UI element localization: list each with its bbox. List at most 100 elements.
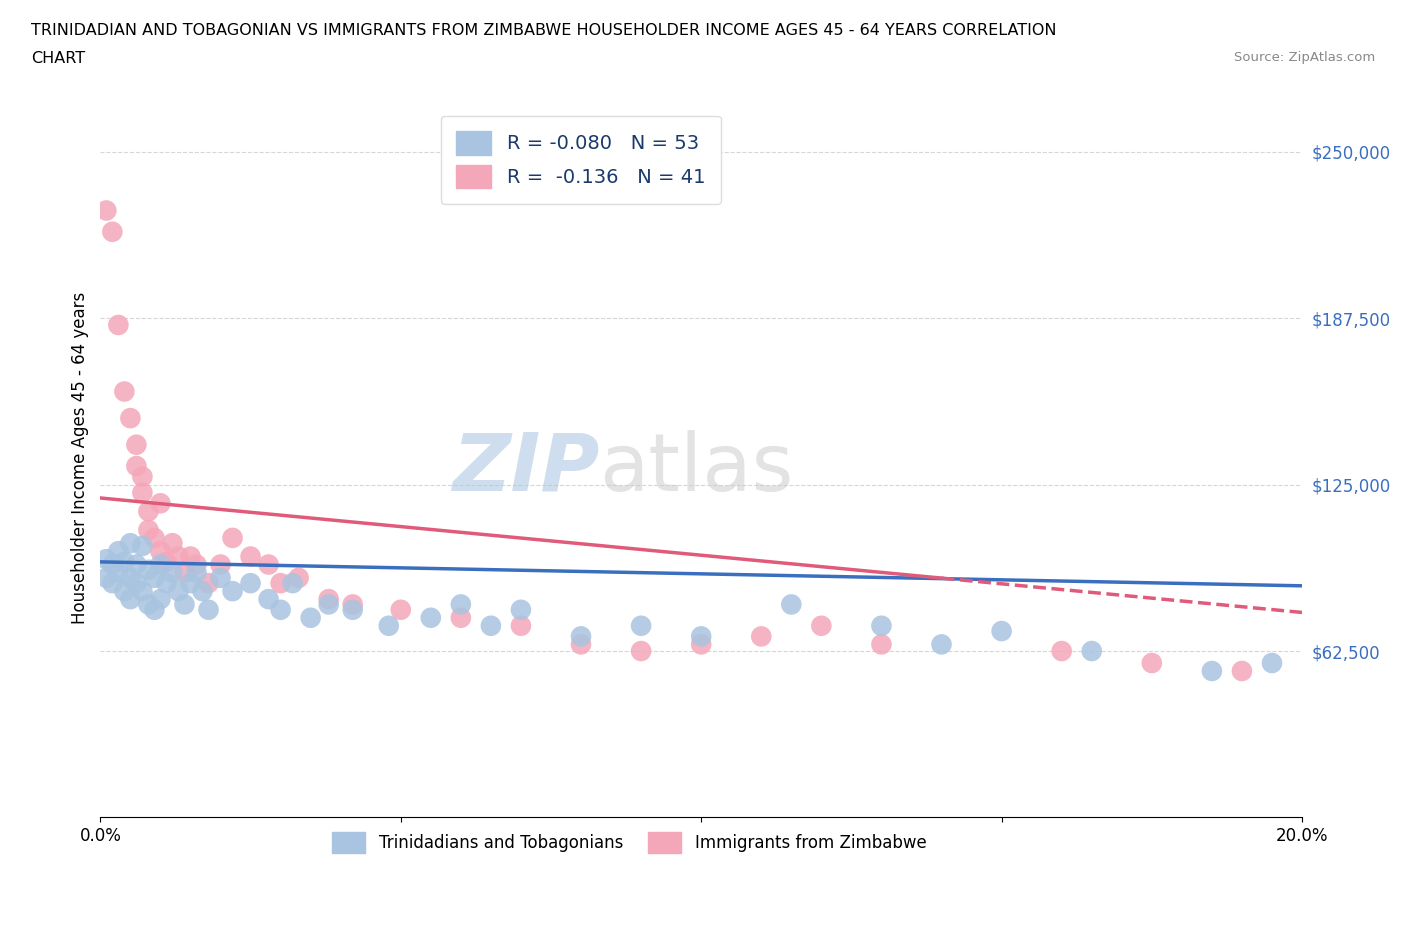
Point <box>342 597 364 612</box>
Point <box>149 557 172 572</box>
Point <box>870 618 893 633</box>
Point <box>143 530 166 545</box>
Point <box>690 629 713 644</box>
Point <box>221 584 243 599</box>
Point <box>96 570 118 585</box>
Point <box>107 544 129 559</box>
Point <box>107 317 129 332</box>
Point <box>107 565 129 580</box>
Point <box>120 536 142 551</box>
Point <box>281 576 304 591</box>
Point <box>630 618 652 633</box>
Point <box>138 504 160 519</box>
Point <box>112 554 135 569</box>
Point <box>209 557 232 572</box>
Point <box>870 637 893 652</box>
Point <box>318 597 340 612</box>
Point <box>131 584 153 599</box>
Point <box>125 557 148 572</box>
Point <box>197 576 219 591</box>
Point <box>120 411 142 426</box>
Point <box>510 603 533 618</box>
Point <box>342 603 364 618</box>
Point <box>186 565 208 580</box>
Point <box>780 597 803 612</box>
Point <box>990 624 1012 639</box>
Point <box>630 644 652 658</box>
Point <box>191 584 214 599</box>
Point <box>125 458 148 473</box>
Point <box>257 591 280 606</box>
Point <box>162 565 184 580</box>
Point <box>101 224 124 239</box>
Point <box>450 610 472 625</box>
Point <box>239 576 262 591</box>
Text: ZIP: ZIP <box>451 430 599 508</box>
Point <box>1261 656 1284 671</box>
Point <box>149 496 172 511</box>
Point <box>1230 664 1253 679</box>
Point <box>749 629 772 644</box>
Point <box>149 591 172 606</box>
Point <box>112 584 135 599</box>
Point <box>510 618 533 633</box>
Point <box>155 554 177 569</box>
Point <box>155 576 177 591</box>
Point <box>131 485 153 500</box>
Y-axis label: Householder Income Ages 45 - 64 years: Householder Income Ages 45 - 64 years <box>72 292 89 624</box>
Text: Source: ZipAtlas.com: Source: ZipAtlas.com <box>1234 51 1375 64</box>
Point <box>138 597 160 612</box>
Point <box>257 557 280 572</box>
Point <box>1140 656 1163 671</box>
Point <box>287 570 309 585</box>
Point <box>101 576 124 591</box>
Point <box>377 618 399 633</box>
Point <box>389 603 412 618</box>
Point <box>569 637 592 652</box>
Point <box>1201 664 1223 679</box>
Point <box>143 603 166 618</box>
Point <box>173 565 195 580</box>
Point <box>96 551 118 566</box>
Point <box>143 570 166 585</box>
Point <box>931 637 953 652</box>
Point <box>209 570 232 585</box>
Point <box>96 203 118 218</box>
Text: TRINIDADIAN AND TOBAGONIAN VS IMMIGRANTS FROM ZIMBABWE HOUSEHOLDER INCOME AGES 4: TRINIDADIAN AND TOBAGONIAN VS IMMIGRANTS… <box>31 23 1056 38</box>
Point <box>1080 644 1102 658</box>
Point <box>138 523 160 538</box>
Point <box>318 591 340 606</box>
Point <box>131 538 153 553</box>
Text: atlas: atlas <box>599 430 793 508</box>
Point <box>120 591 142 606</box>
Point <box>101 557 124 572</box>
Point <box>186 557 208 572</box>
Point <box>270 603 292 618</box>
Point <box>569 629 592 644</box>
Point <box>167 549 190 564</box>
Point <box>125 437 148 452</box>
Point <box>299 610 322 625</box>
Point <box>173 597 195 612</box>
Point <box>197 603 219 618</box>
Point <box>270 576 292 591</box>
Legend: Trinidadians and Tobagonians, Immigrants from Zimbabwe: Trinidadians and Tobagonians, Immigrants… <box>325 826 934 859</box>
Point <box>419 610 441 625</box>
Point <box>179 549 201 564</box>
Point <box>131 470 153 485</box>
Point <box>1050 644 1073 658</box>
Point <box>162 536 184 551</box>
Point <box>690 637 713 652</box>
Point <box>239 549 262 564</box>
Text: CHART: CHART <box>31 51 84 66</box>
Point <box>125 576 148 591</box>
Point <box>149 544 172 559</box>
Point <box>450 597 472 612</box>
Point <box>179 576 201 591</box>
Point <box>138 563 160 578</box>
Point <box>810 618 832 633</box>
Point <box>479 618 502 633</box>
Point <box>167 584 190 599</box>
Point <box>120 570 142 585</box>
Point <box>112 384 135 399</box>
